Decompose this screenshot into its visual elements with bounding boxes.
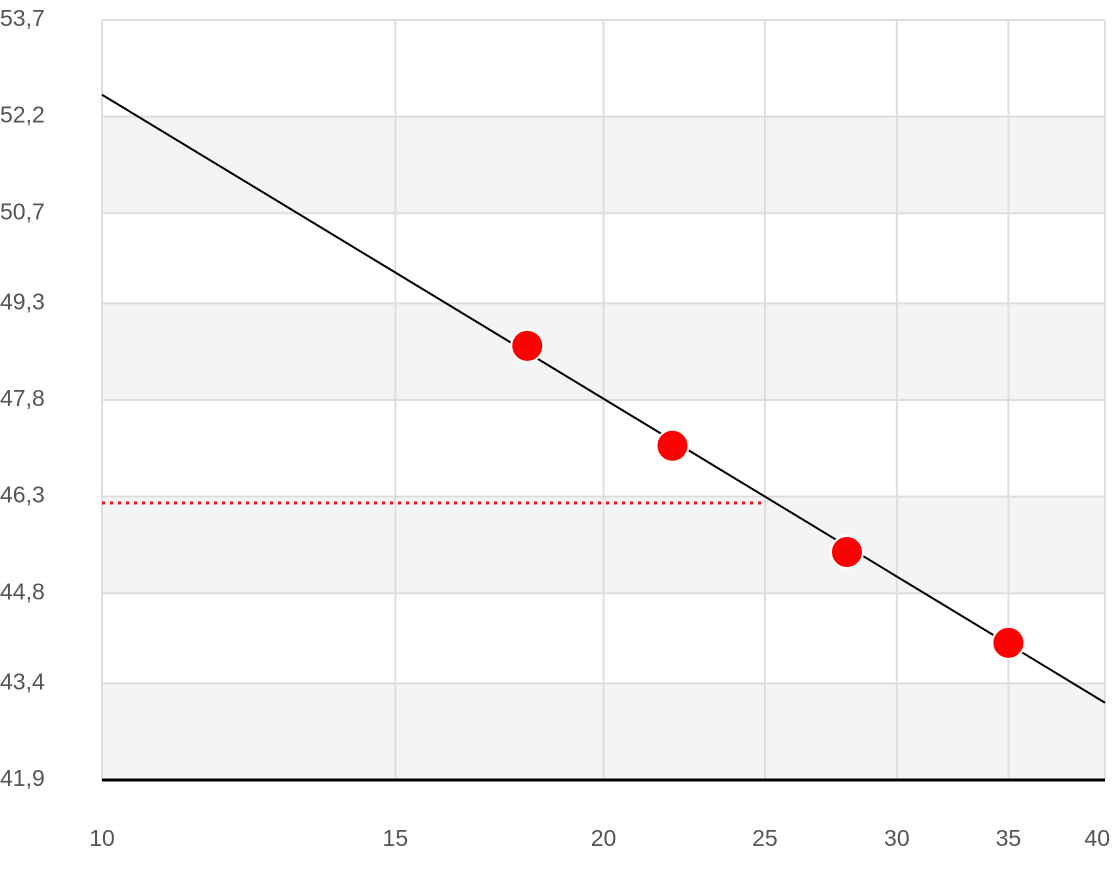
point [655,428,690,463]
y-tick-label: 50,7 [0,198,45,224]
y-tick-label: 53,7 [0,5,45,31]
x-tick-label: 20 [591,825,617,851]
x-tick-label: 40 [1084,825,1110,851]
y-tick-label: 43,4 [0,668,45,694]
y-tick-label: 44,8 [0,578,45,604]
y-tick-label: 49,3 [0,288,45,314]
y-tick-label: 52,2 [0,102,45,128]
x-tick-label: 10 [89,825,115,851]
point [829,535,864,569]
point [991,625,1026,660]
y-tick-label: 46,3 [0,482,45,508]
y-tick-label: 41,9 [0,765,45,791]
x-tick-label: 30 [884,825,910,851]
x-tick-label: 15 [383,825,409,851]
x-tick-label: 35 [996,825,1022,851]
y-tick-label: 47,8 [0,385,45,411]
x-tick-label: 25 [752,825,778,851]
point [510,328,545,363]
line [101,93,1106,704]
